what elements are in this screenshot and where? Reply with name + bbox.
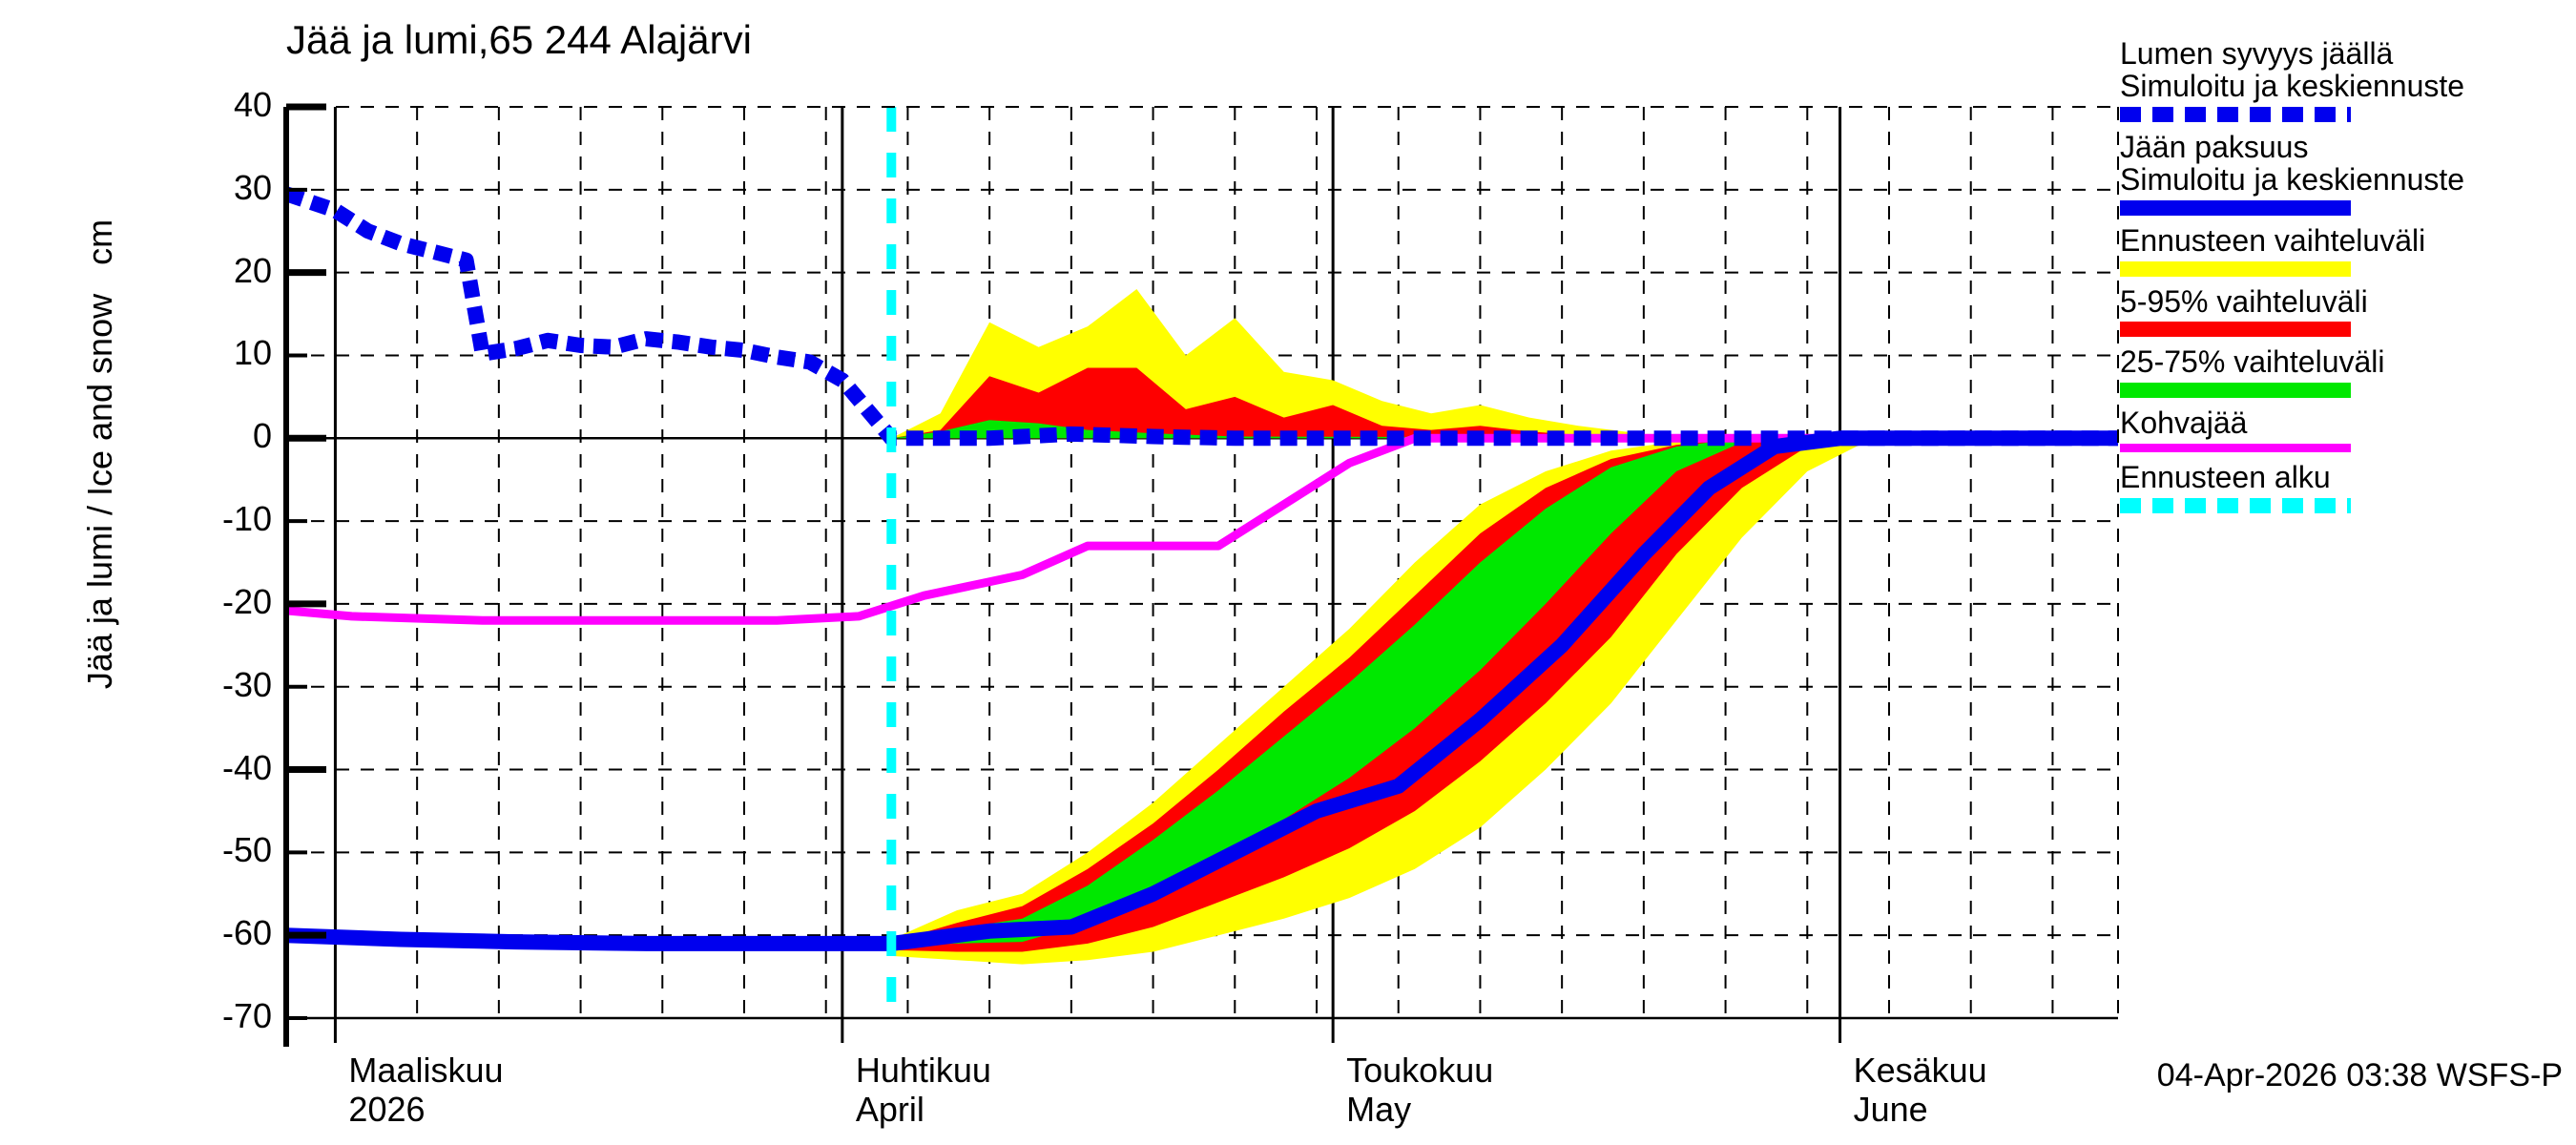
legend-label-line2: Simuloitu ja keskiennuste xyxy=(2120,161,2465,197)
axes xyxy=(283,103,2119,1047)
x-tick-label: Kesäkuu June xyxy=(1854,1051,1987,1130)
x-tick-label-line1: Toukokuu xyxy=(1346,1051,1494,1090)
y-tick-label: -60 xyxy=(221,913,272,953)
legend-item: 25-75% vaihteluväli xyxy=(2120,344,2576,399)
x-tick-label-line1: Kesäkuu xyxy=(1853,1051,1987,1090)
x-tick-label-line1: Huhtikuu xyxy=(855,1051,991,1090)
y-tick-label: -50 xyxy=(221,830,272,870)
series-kohvajaa xyxy=(285,433,2118,625)
x-tick-label-line1: Maaliskuu xyxy=(348,1051,504,1090)
data-series xyxy=(283,186,2118,951)
chart-legend: Lumen syvyys jäällä Simuloitu ja keskienn… xyxy=(2120,36,2576,523)
x-tick-label: Huhtikuu April xyxy=(856,1051,991,1130)
legend-label-line1: 5-95% vaihteluväli xyxy=(2120,283,2368,319)
legend-label-line1: Ennusteen vaihteluväli xyxy=(2120,222,2426,258)
legend-swatch-cyan-dashed xyxy=(2120,498,2351,514)
legend-swatch-green-band xyxy=(2120,383,2351,399)
legend-label-line1: Ennusteen alku xyxy=(2120,460,2331,495)
x-tick-label-line2: June xyxy=(1853,1090,1928,1130)
y-tick-label: -70 xyxy=(221,996,272,1035)
y-tick-label: 0 xyxy=(252,416,272,456)
legend-swatch-blue-dashed xyxy=(2120,106,2351,122)
legend-swatch-yellow-band xyxy=(2120,260,2351,277)
y-tick-label: 30 xyxy=(233,167,272,207)
legend-item: Kohvajää xyxy=(2120,406,2576,453)
forecast-bands xyxy=(891,289,2118,965)
y-tick-label: 20 xyxy=(233,250,272,290)
x-tick-label: Maaliskuu 2026 xyxy=(348,1051,503,1130)
legend-swatch-magenta-line xyxy=(2120,444,2351,453)
y-tick-label: -40 xyxy=(221,747,272,787)
y-tick-label: 40 xyxy=(233,85,272,124)
timestamp-footer: 04-Apr-2026 03:38 WSFS-P xyxy=(2156,1057,2563,1093)
x-tick-label-line2: May xyxy=(1346,1090,1412,1130)
x-tick-label: Toukokuu May xyxy=(1346,1051,1493,1130)
series-snow-depth xyxy=(283,186,2118,447)
legend-label-line1: Lumen syvyys jäällä xyxy=(2120,36,2394,71)
legend-swatch-red-band xyxy=(2120,322,2351,338)
series-ice-thickness xyxy=(285,430,2118,951)
y-tick-label: 10 xyxy=(233,333,272,373)
y-tick-label: -20 xyxy=(221,581,272,621)
legend-swatch-blue-solid xyxy=(2120,199,2351,216)
x-tick-label-line2: April xyxy=(855,1090,924,1130)
legend-item: 5-95% vaihteluväli xyxy=(2120,283,2576,338)
legend-item: Lumen syvyys jäällä Simuloitu ja keskienn… xyxy=(2120,36,2576,122)
legend-label-line1: 25-75% vaihteluväli xyxy=(2120,344,2385,380)
page-title: Jää ja lumi,65 244 Alajärvi xyxy=(286,17,752,62)
legend-label-line1: Jään paksuus xyxy=(2120,129,2309,164)
band xyxy=(891,289,2118,439)
legend-item: Jään paksuus Simuloitu ja keskiennuste xyxy=(2120,129,2576,216)
x-tick-label-line2: 2026 xyxy=(348,1090,426,1130)
legend-label-line2: Simuloitu ja keskiennuste xyxy=(2120,68,2465,103)
band xyxy=(891,367,2118,439)
legend-item: Ennusteen alku xyxy=(2120,460,2576,514)
legend-label-line1: Kohvajää xyxy=(2120,406,2248,441)
band xyxy=(891,438,2118,947)
y-tick-label: -10 xyxy=(221,499,272,539)
y-tick-label: -30 xyxy=(221,664,272,704)
legend-item: Ennusteen vaihteluväli xyxy=(2120,222,2576,277)
